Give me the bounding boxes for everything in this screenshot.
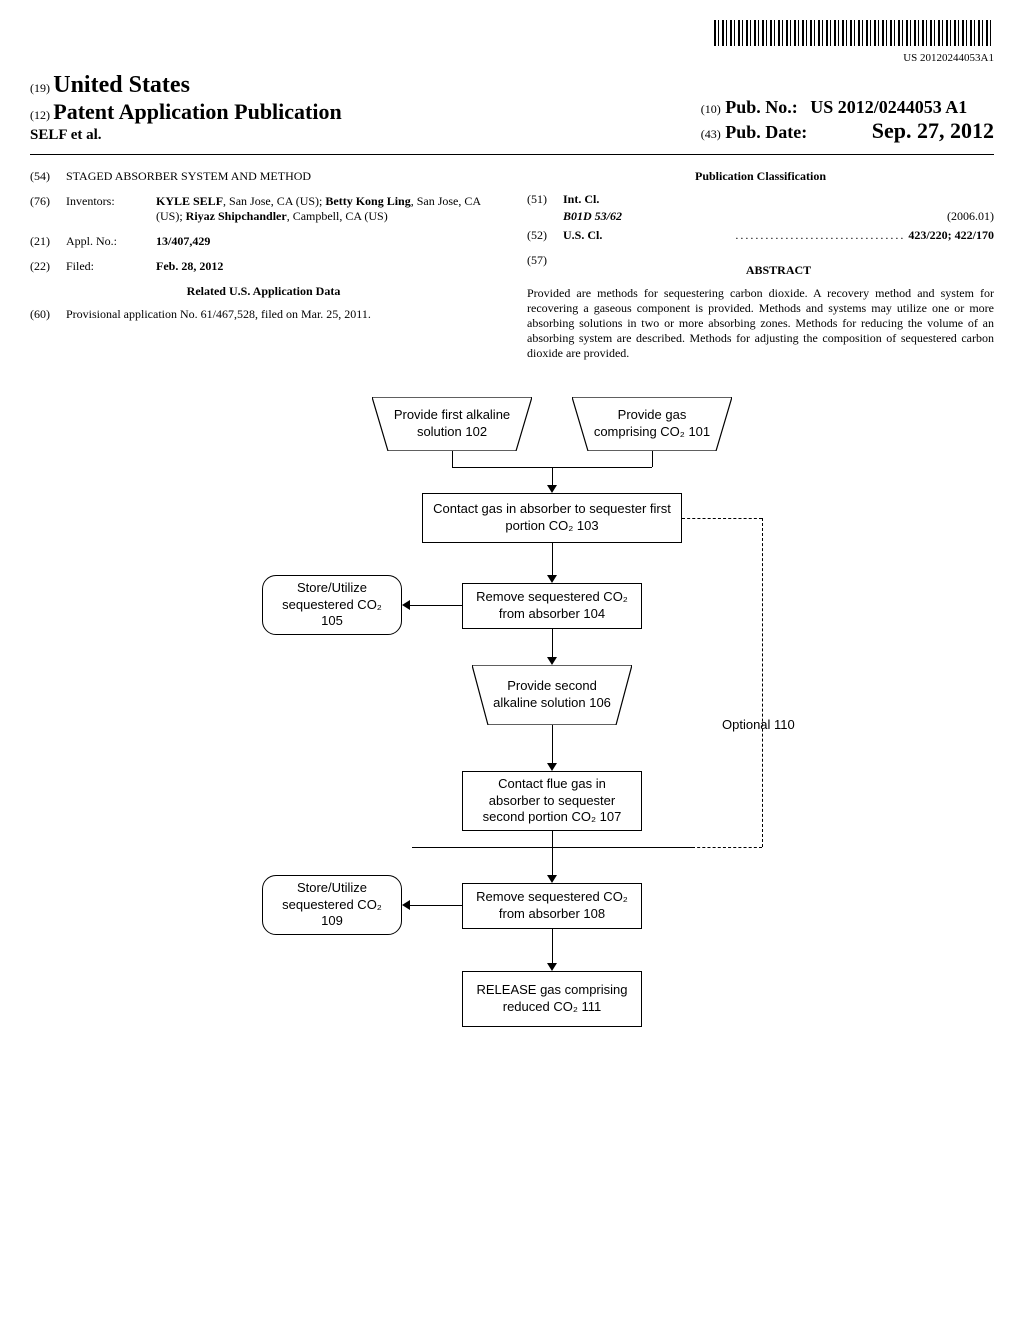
field-code: (52) [527, 228, 563, 243]
arrow-icon [547, 763, 557, 771]
connector [552, 467, 553, 487]
pub-date-prefix: (43) [701, 127, 721, 141]
node-109-label: Store/Utilize sequestered CO₂ 109 [273, 880, 391, 931]
barcode-graphic [714, 20, 994, 46]
connector [552, 543, 553, 577]
node-111-label: RELEASE gas comprising reduced CO₂ 111 [473, 982, 631, 1016]
pub-no-label: Pub. No.: [725, 97, 798, 117]
connector [552, 629, 553, 659]
node-111: RELEASE gas comprising reduced CO₂ 111 [462, 971, 642, 1027]
country-prefix: (19) [30, 81, 50, 95]
field-code: (54) [30, 169, 66, 184]
country: United States [53, 72, 190, 98]
biblio-left: (54) STAGED ABSORBER SYSTEM AND METHOD (… [30, 169, 497, 361]
field-code: (21) [30, 234, 66, 249]
arrow-icon [547, 657, 557, 665]
connector [552, 725, 553, 765]
pub-type: Patent Application Publication [53, 99, 341, 124]
abstract-body: Provided are methods for sequestering ca… [527, 286, 994, 361]
arrow-icon [547, 875, 557, 883]
node-101-label: Provide gas comprising CO₂ 101 [588, 407, 716, 441]
int-cl-label: Int. Cl. [563, 192, 623, 207]
connector-dashed [692, 847, 762, 848]
divider [30, 154, 994, 155]
connector [410, 905, 462, 906]
provisional: Provisional application No. 61/467,528, … [66, 307, 497, 322]
arrow-icon [402, 600, 410, 610]
node-107-label: Contact flue gas in absorber to sequeste… [473, 776, 631, 827]
connector [410, 605, 462, 606]
arrow-icon [547, 485, 557, 493]
node-105-label: Store/Utilize sequestered CO₂ 105 [273, 580, 391, 631]
us-cl-value: 423/220; 422/170 [908, 228, 994, 242]
pub-date: Sep. 27, 2012 [872, 118, 994, 143]
connector-dashed [682, 518, 762, 519]
flowchart: Provide first alkaline solution 102 Prov… [192, 397, 832, 1137]
connector [552, 847, 553, 877]
connector [652, 451, 653, 467]
connector [552, 831, 553, 847]
pub-no: US 2012/0244053 A1 [810, 97, 967, 117]
pub-no-prefix: (10) [701, 102, 721, 116]
node-104-label: Remove sequestered CO₂ from absorber 104 [473, 589, 631, 623]
field-label: Filed: [66, 259, 156, 274]
node-107: Contact flue gas in absorber to sequeste… [462, 771, 642, 831]
arrow-icon [402, 900, 410, 910]
node-105: Store/Utilize sequestered CO₂ 105 [262, 575, 402, 635]
node-101: Provide gas comprising CO₂ 101 [572, 397, 732, 451]
inventors: KYLE SELF, San Jose, CA (US); Betty Kong… [156, 194, 497, 224]
connector [452, 451, 453, 467]
node-102: Provide first alkaline solution 102 [372, 397, 532, 451]
node-103-label: Contact gas in absorber to sequester fir… [433, 501, 671, 535]
int-cl-symbol: B01D 53/62 [563, 209, 622, 224]
arrow-icon [547, 575, 557, 583]
arrow-icon [547, 963, 557, 971]
node-106: Provide second alkaline solution 106 [472, 665, 632, 725]
connector [552, 929, 553, 965]
author-line: SELF et al. [30, 127, 342, 144]
classification-heading: Publication Classification [527, 169, 994, 184]
us-cl-label: U.S. Cl. [563, 228, 623, 243]
node-106-label: Provide second alkaline solution 106 [488, 678, 616, 712]
optional-label: Optional 110 [722, 717, 795, 732]
barcode-number: US 20120244053A1 [30, 52, 994, 64]
int-cl-date: (2006.01) [947, 209, 994, 224]
invention-title: STAGED ABSORBER SYSTEM AND METHOD [66, 169, 497, 184]
connector-dashed [762, 518, 763, 847]
abstract-heading: ABSTRACT [563, 263, 994, 278]
biblio: (54) STAGED ABSORBER SYSTEM AND METHOD (… [30, 169, 994, 361]
pub-type-prefix: (12) [30, 108, 50, 122]
node-103: Contact gas in absorber to sequester fir… [422, 493, 682, 543]
filed-date: Feb. 28, 2012 [156, 259, 497, 274]
biblio-right: Publication Classification (51) Int. Cl.… [527, 169, 994, 361]
node-102-label: Provide first alkaline solution 102 [388, 407, 516, 441]
field-code: (57) [527, 253, 563, 284]
related-heading: Related U.S. Application Data [30, 284, 497, 299]
field-code: (51) [527, 192, 563, 207]
field-label: Appl. No.: [66, 234, 156, 249]
pub-date-label: Pub. Date: [725, 122, 807, 142]
field-label: Inventors: [66, 194, 156, 224]
node-108-label: Remove sequestered CO₂ from absorber 108 [473, 889, 631, 923]
leader-dots: .................................. [735, 228, 905, 242]
field-code: (76) [30, 194, 66, 224]
field-code: (22) [30, 259, 66, 274]
header: (19) United States (12) Patent Applicati… [30, 72, 994, 144]
node-104: Remove sequestered CO₂ from absorber 104 [462, 583, 642, 629]
node-109: Store/Utilize sequestered CO₂ 109 [262, 875, 402, 935]
appl-no: 13/407,429 [156, 234, 497, 249]
field-code: (60) [30, 307, 66, 322]
node-108: Remove sequestered CO₂ from absorber 108 [462, 883, 642, 929]
barcode-region: US 20120244053A1 [30, 20, 994, 64]
